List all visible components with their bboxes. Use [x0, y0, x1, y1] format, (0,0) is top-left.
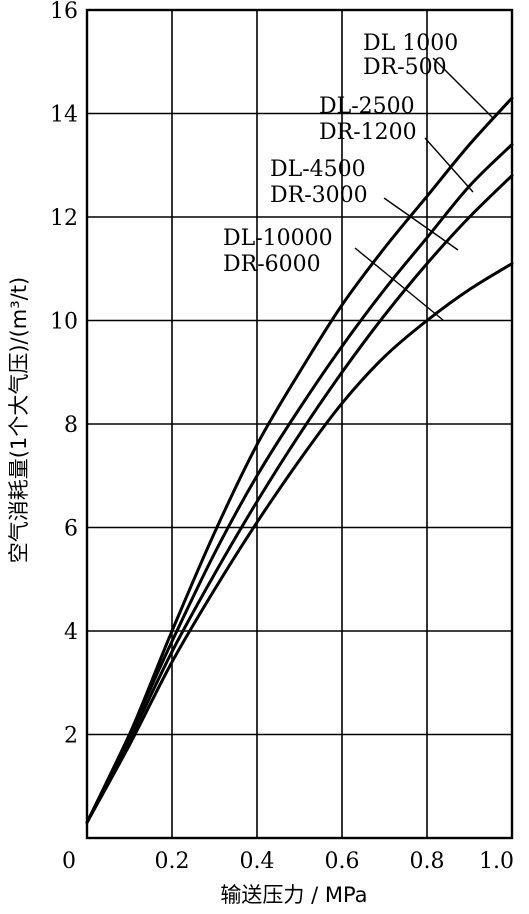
series-label-4-line-2: DR-6000	[223, 252, 321, 277]
y-tick-label-0: 2	[64, 724, 78, 749]
series-label-2-line-1: DL-2500	[319, 94, 415, 119]
series-leader-1	[432, 57, 494, 119]
x-tick-label-3: 0.6	[325, 849, 360, 874]
series-leader-2	[424, 137, 474, 193]
series-label-1-line-2: DR-500	[363, 55, 447, 80]
x-tick-label-2: 0.4	[240, 849, 275, 874]
x-tick-label-0: 0	[62, 849, 76, 874]
x-tick-label-1: 0.2	[155, 849, 190, 874]
tick-labels: 0 0.2 0.4 0.6 0.8 1.0 2 4 6 8 10 12 14 16	[50, 0, 514, 874]
series-line-3	[85, 174, 514, 824]
y-tick-label-6: 14	[50, 103, 78, 128]
y-tick-label-1: 4	[64, 620, 78, 645]
series-line-1	[85, 96, 514, 824]
x-tick-label-5: 1.0	[479, 849, 514, 874]
series-label-1-line-1: DL 1000	[363, 31, 458, 56]
x-axis-title: 输送压力 / MPa	[220, 883, 367, 907]
series-line-4	[85, 262, 514, 824]
y-tick-label-4: 10	[50, 310, 78, 335]
label-leaders	[354, 57, 494, 321]
series-label-3-line-2: DR-3000	[270, 183, 368, 208]
grid	[85, 8, 514, 840]
series-label-2-line-2: DR-1200	[319, 120, 417, 145]
y-tick-label-3: 8	[64, 413, 78, 438]
y-tick-label-5: 12	[50, 206, 78, 231]
y-tick-label-7: 16	[50, 0, 78, 24]
series-label-3-line-1: DL-4500	[270, 157, 366, 182]
series-leader-3	[383, 197, 459, 251]
series-layer	[85, 96, 514, 824]
series-label-4-line-1: DL-10000	[223, 226, 333, 251]
y-tick-label-2: 6	[64, 517, 78, 542]
plot-frame	[85, 8, 514, 840]
x-tick-label-4: 0.8	[410, 849, 445, 874]
y-axis-title: 空气消耗量(1个大气压)/(m³/t)	[7, 277, 31, 563]
series-leader-4	[354, 247, 444, 321]
